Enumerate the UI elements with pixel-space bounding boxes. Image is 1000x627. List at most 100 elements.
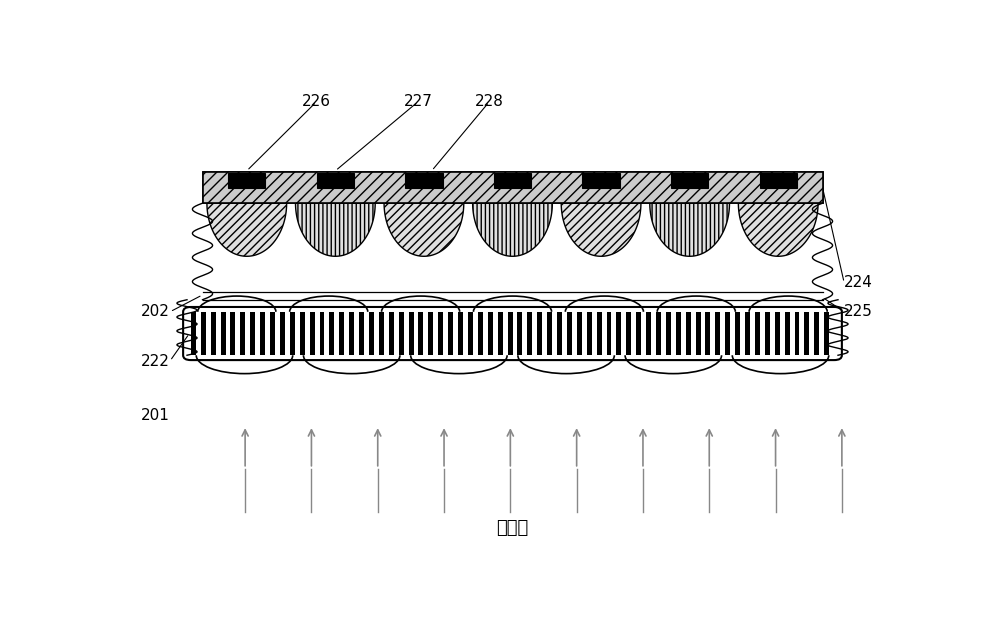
Bar: [517, 312, 522, 356]
Bar: [315, 312, 320, 356]
Bar: [795, 312, 799, 356]
Bar: [494, 173, 531, 187]
Bar: [671, 173, 708, 187]
Bar: [740, 312, 745, 356]
Bar: [399, 312, 404, 356]
Bar: [710, 312, 715, 356]
Bar: [701, 312, 705, 356]
Text: 201: 201: [141, 408, 170, 423]
Bar: [542, 312, 547, 356]
Bar: [720, 312, 725, 356]
Bar: [488, 312, 493, 356]
Bar: [527, 312, 532, 356]
Text: 227: 227: [404, 94, 432, 109]
Bar: [537, 312, 542, 356]
Text: 202: 202: [141, 304, 170, 319]
Bar: [339, 312, 344, 356]
Polygon shape: [473, 203, 552, 256]
Bar: [745, 312, 750, 356]
Bar: [285, 312, 290, 356]
Bar: [512, 312, 517, 356]
Bar: [317, 173, 354, 187]
Bar: [715, 312, 720, 356]
Bar: [770, 312, 775, 356]
Bar: [206, 312, 211, 356]
Bar: [211, 312, 216, 356]
Bar: [804, 312, 809, 356]
Text: 224: 224: [844, 275, 873, 290]
Bar: [666, 312, 671, 356]
Bar: [418, 312, 423, 356]
Bar: [428, 312, 433, 356]
Bar: [582, 173, 620, 187]
Bar: [202, 172, 822, 203]
Bar: [582, 312, 587, 356]
Bar: [750, 312, 755, 356]
Bar: [681, 312, 686, 356]
Text: 228: 228: [475, 94, 504, 109]
Bar: [824, 312, 829, 356]
Bar: [374, 312, 379, 356]
Bar: [696, 312, 701, 356]
Bar: [448, 312, 453, 356]
Bar: [423, 312, 428, 356]
Bar: [705, 312, 710, 356]
Bar: [245, 312, 250, 356]
Bar: [611, 312, 616, 356]
Bar: [547, 312, 552, 356]
Bar: [216, 312, 221, 356]
Bar: [676, 312, 681, 356]
Bar: [775, 312, 780, 356]
Bar: [503, 312, 508, 356]
Bar: [636, 312, 641, 356]
Bar: [364, 312, 369, 356]
Bar: [300, 312, 305, 356]
Bar: [409, 312, 414, 356]
Bar: [458, 312, 463, 356]
Bar: [760, 173, 797, 187]
Bar: [661, 312, 666, 356]
Bar: [819, 312, 824, 356]
Bar: [814, 312, 819, 356]
Bar: [389, 312, 394, 356]
Bar: [641, 312, 646, 356]
Bar: [463, 312, 468, 356]
Bar: [626, 312, 631, 356]
Bar: [226, 312, 230, 356]
Bar: [532, 312, 537, 356]
Bar: [280, 312, 285, 356]
Bar: [305, 312, 310, 356]
Bar: [438, 312, 443, 356]
Bar: [265, 312, 270, 356]
Bar: [809, 312, 814, 356]
Bar: [780, 312, 785, 356]
Bar: [329, 312, 334, 356]
Text: 入射光: 入射光: [496, 519, 529, 537]
Bar: [196, 312, 201, 356]
Bar: [621, 312, 626, 356]
Bar: [270, 312, 275, 356]
Polygon shape: [384, 203, 464, 256]
Bar: [320, 312, 324, 356]
Bar: [191, 312, 196, 356]
Bar: [221, 312, 226, 356]
Bar: [522, 312, 527, 356]
Bar: [433, 312, 438, 356]
Bar: [567, 312, 572, 356]
Bar: [255, 312, 260, 356]
Polygon shape: [296, 203, 375, 256]
Bar: [765, 312, 770, 356]
Bar: [493, 312, 498, 356]
Bar: [602, 312, 607, 356]
Bar: [349, 312, 354, 356]
Bar: [468, 312, 473, 356]
Bar: [735, 312, 740, 356]
Bar: [228, 173, 265, 187]
Bar: [760, 312, 765, 356]
Bar: [453, 312, 458, 356]
Bar: [230, 312, 235, 356]
Bar: [799, 312, 804, 356]
Bar: [260, 312, 265, 356]
Bar: [478, 312, 483, 356]
Bar: [592, 312, 597, 356]
